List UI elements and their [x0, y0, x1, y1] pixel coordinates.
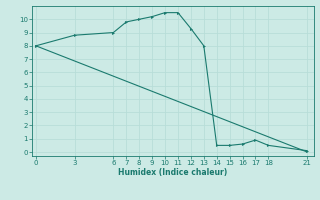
X-axis label: Humidex (Indice chaleur): Humidex (Indice chaleur) — [118, 168, 228, 177]
